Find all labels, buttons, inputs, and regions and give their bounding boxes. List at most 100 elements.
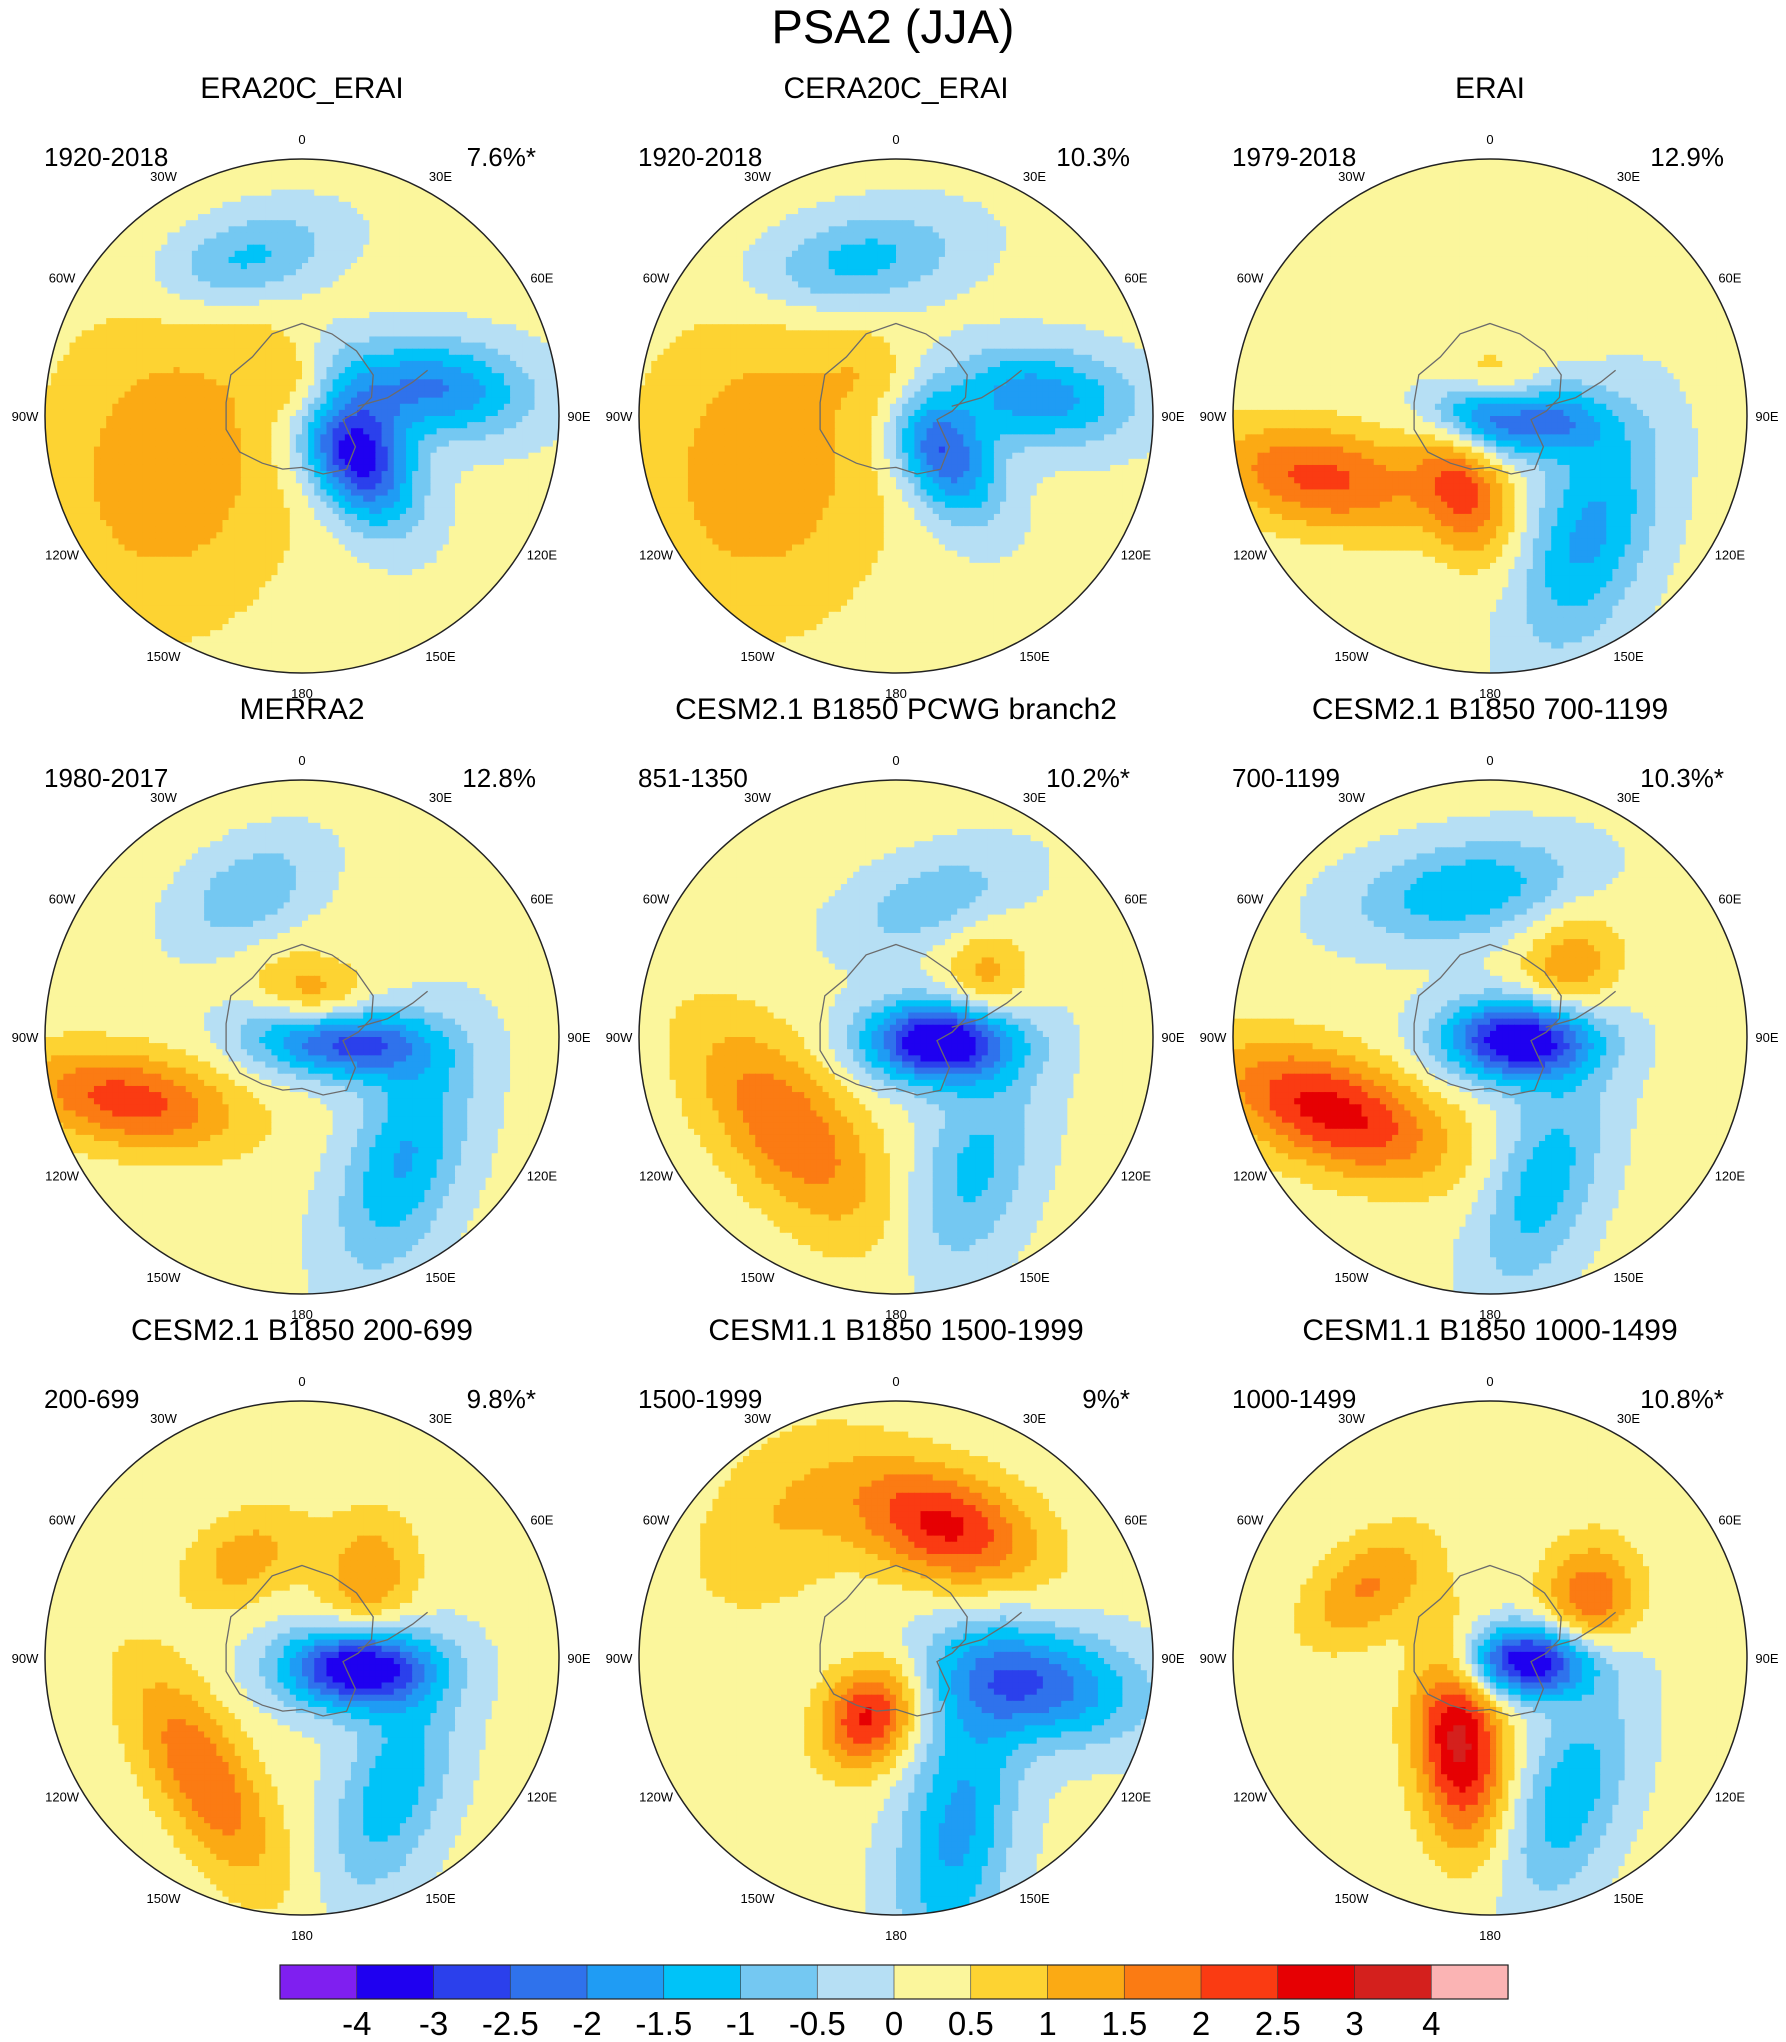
colorbar-swatch: [356, 1964, 435, 2000]
longitude-label: 120W: [639, 1790, 674, 1805]
longitude-label: 90E: [1161, 409, 1184, 424]
longitude-label: 150E: [1019, 1270, 1050, 1285]
longitude-label: 180: [291, 1307, 313, 1322]
longitude-label: 60W: [643, 892, 670, 907]
longitude-label: 150E: [1613, 1270, 1644, 1285]
colorbar-tick-label: 2.5: [1255, 2005, 1301, 2042]
longitude-label: 90W: [12, 1651, 39, 1666]
antarctica-coastline: [1413, 1564, 1562, 1717]
longitude-label: 60E: [530, 271, 553, 286]
longitude-label: 150W: [1335, 1891, 1370, 1906]
map-border: [44, 1400, 560, 1916]
colorbar-swatch: [586, 1964, 665, 2000]
panel-period: 851-1350: [638, 763, 748, 793]
longitude-label: 0: [1486, 753, 1493, 768]
longitude-label: 30W: [744, 169, 771, 184]
longitude-label: 150E: [425, 649, 456, 664]
longitude-label: 60E: [530, 892, 553, 907]
panel-title: ERAI: [1455, 72, 1525, 105]
longitude-label: 90W: [606, 1030, 633, 1045]
longitude-label: 90E: [567, 409, 590, 424]
colorbar-swatch: [1354, 1964, 1432, 2000]
longitude-label: 90W: [12, 409, 39, 424]
panel-period: 1980-2017: [44, 763, 168, 793]
map-border: [1232, 779, 1748, 1295]
longitude-label: 30E: [429, 790, 452, 805]
longitude-label: 120E: [1715, 1169, 1746, 1184]
longitude-label: 90W: [606, 409, 633, 424]
longitude-label: 90E: [1755, 1030, 1778, 1045]
longitude-label: 120E: [1121, 1790, 1152, 1805]
panel-period: 200-699: [44, 1384, 139, 1414]
peninsula-coastline: [357, 990, 429, 1028]
peninsula-coastline: [357, 1611, 429, 1649]
colorbar-tick-label: 0.5: [948, 2005, 994, 2042]
longitude-label: 60W: [1237, 892, 1264, 907]
longitude-label: 30E: [429, 1411, 452, 1426]
longitude-label: 30E: [429, 169, 452, 184]
panel-period: 700-1199: [1232, 763, 1340, 793]
longitude-label: 0: [1486, 1374, 1493, 1389]
longitude-label: 120W: [45, 548, 80, 563]
longitude-label: 150E: [1613, 1891, 1644, 1906]
colorbar-swatch: [279, 1964, 358, 2000]
longitude-label: 0: [892, 1374, 899, 1389]
colorbar-tick-label: 4: [1422, 2005, 1440, 2042]
map-panel: 0 30E 60E 90E 120E 150E 180 150W 120W 90W 60W 30W CE…: [606, 1314, 1185, 1943]
colorbar-swatch: [893, 1964, 972, 2000]
peninsula-coastline: [1545, 990, 1617, 1028]
peninsula-coastline: [1545, 369, 1617, 407]
longitude-label: 90E: [1755, 1651, 1778, 1666]
panel-period: 1920-2018: [638, 142, 762, 172]
longitude-label: 60E: [1718, 892, 1741, 907]
panel-period: 1500-1999: [638, 1384, 762, 1414]
panel-variance: 10.3%: [1056, 142, 1130, 172]
longitude-label: 90E: [567, 1030, 590, 1045]
longitude-label: 120W: [45, 1790, 80, 1805]
colorbar-swatch: [1123, 1964, 1202, 2000]
map-panel: 0 30E 60E 90E 120E 150E 180 150W 120W 90W 60W 30W ER…: [1200, 72, 1779, 701]
map-panel: 0 30E 60E 90E 120E 150E 180 150W 120W 90W 60W 30W CE…: [1200, 1314, 1779, 1943]
antarctica-coastline: [225, 943, 374, 1096]
colorbar-tick-label: -4: [342, 2005, 371, 2042]
map-panel: 0 30E 60E 90E 120E 150E 180 150W 120W 90W 60W 30W ER…: [12, 72, 591, 701]
longitude-label: 120W: [1233, 1790, 1268, 1805]
longitude-label: 150E: [1019, 649, 1050, 664]
longitude-label: 0: [892, 753, 899, 768]
contour-field: [1233, 159, 1747, 673]
panel-title: CESM2.1 B1850 PCWG branch2: [675, 693, 1117, 726]
longitude-label: 0: [298, 753, 305, 768]
colorbar-swatch: [663, 1964, 742, 2000]
colorbar-swatch: [1200, 1964, 1279, 2000]
longitude-label: 30W: [1338, 790, 1365, 805]
contour-field: [45, 780, 559, 1294]
antarctica-coastline: [225, 1564, 374, 1717]
map-panels: 0 30E 60E 90E 120E 150E 180 150W 120W 90W 60W 30W ER…: [12, 72, 1779, 1943]
panel-title: CESM2.1 B1850 700-1199: [1312, 693, 1668, 726]
longitude-label: 30E: [1023, 169, 1046, 184]
longitude-label: 150W: [1335, 649, 1370, 664]
longitude-label: 90E: [1161, 1651, 1184, 1666]
colorbar-tick-label: 2: [1192, 2005, 1210, 2042]
longitude-label: 120W: [1233, 548, 1268, 563]
peninsula-coastline: [951, 369, 1023, 407]
panel-variance: 9%*: [1082, 1384, 1130, 1414]
map-panel: 0 30E 60E 90E 120E 150E 180 150W 120W 90W 60W 30W CE…: [12, 1314, 591, 1943]
longitude-label: 30E: [1617, 790, 1640, 805]
longitude-label: 90W: [1200, 1651, 1227, 1666]
colorbar-swatch: [1047, 1964, 1125, 2000]
longitude-label: 30E: [1023, 790, 1046, 805]
longitude-label: 150W: [741, 649, 776, 664]
peninsula-coastline: [1545, 1611, 1617, 1649]
panel-title: MERRA2: [239, 693, 364, 726]
panel-title: CERA20C_ERAI: [783, 72, 1008, 105]
longitude-label: 90E: [567, 1651, 590, 1666]
longitude-label: 60W: [1237, 271, 1264, 286]
map-border: [44, 779, 560, 1295]
colorbar-swatch: [509, 1964, 588, 2000]
colorbar-tick-label: -0.5: [789, 2005, 846, 2042]
longitude-label: 120E: [527, 1169, 558, 1184]
panel-variance: 10.2%*: [1046, 763, 1130, 793]
panel-title: CESM1.1 B1850 1000-1499: [1302, 1314, 1677, 1347]
